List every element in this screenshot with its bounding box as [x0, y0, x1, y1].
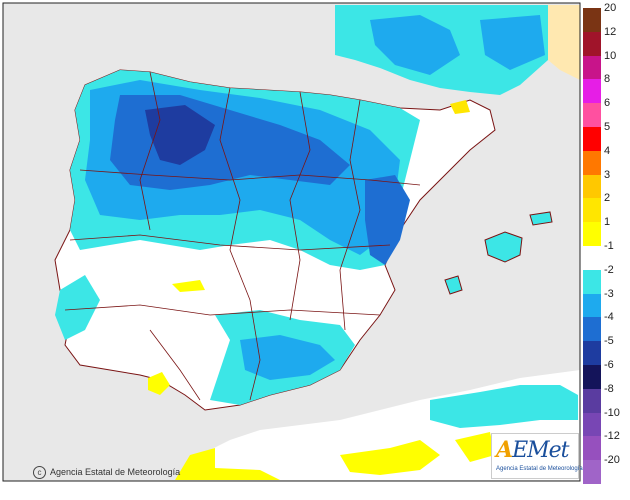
- africa-warm-east: [340, 440, 440, 475]
- southwest-warm-patch: [148, 372, 170, 395]
- legend-swatch: [583, 222, 601, 246]
- north-core-cold: [145, 105, 215, 165]
- legend-swatch: [583, 293, 601, 318]
- legend-swatch: [583, 246, 601, 270]
- legend-swatch: [583, 150, 601, 175]
- legend-swatch: [583, 8, 601, 32]
- copyright-credit: c Agencia Estatal de Meteorología: [33, 466, 180, 479]
- menorca: [529, 211, 553, 226]
- legend-swatch: [583, 198, 601, 223]
- ibiza: [444, 275, 463, 295]
- legend-label: 12: [604, 25, 617, 38]
- legend-label: -2: [604, 263, 614, 276]
- south-central-cold-deep: [240, 335, 335, 380]
- legend-swatch: [583, 341, 601, 365]
- legend-label: -5: [604, 335, 614, 348]
- logo-subtitle: Agencia Estatal de Meteorología: [496, 466, 583, 472]
- africa-warm-strip: [175, 448, 280, 480]
- legend-swatch: [583, 79, 601, 104]
- legend-label: -12: [604, 430, 620, 443]
- color-legend: 20 12 10 8 6 5 4 3 2 1 -1 -2 -3 -4 -5 -6 -8 -10 -12 -20: [583, 3, 630, 484]
- legend-label: 8: [604, 73, 611, 86]
- province-borders: [64, 71, 421, 401]
- legend-swatch: [583, 174, 601, 199]
- legend-label: -20: [604, 454, 620, 467]
- pyrenees-warm-patch: [450, 100, 470, 114]
- legend-label: 6: [604, 97, 611, 110]
- credit-text: Agencia Estatal de Meteorología: [50, 467, 181, 477]
- legend-swatch: [583, 460, 601, 484]
- legend-swatch: [583, 317, 601, 342]
- legend-label: 5: [604, 121, 611, 133]
- aemet-logo: AEMet Agencia Estatal de Meteorología: [491, 433, 583, 479]
- legend-swatch: [583, 412, 601, 437]
- legend-label: 4: [604, 144, 611, 157]
- east-coast-cold: [365, 175, 410, 265]
- legend-swatch: [583, 269, 601, 294]
- legend-swatch: [583, 103, 601, 127]
- alps-corner: [548, 5, 580, 80]
- legend-swatch: [583, 388, 601, 413]
- legend-label: 1: [604, 216, 611, 229]
- africa-warm-far-east: [455, 432, 495, 462]
- map-frame: [2, 2, 581, 482]
- legend-label: 10: [604, 49, 617, 62]
- africa-cold-patch: [430, 385, 578, 428]
- central-warm-patch: [172, 280, 205, 292]
- legend-swatch: [583, 55, 601, 80]
- france-east-patch: [480, 15, 545, 70]
- legend-label: 3: [604, 168, 611, 181]
- legend-swatch: [583, 127, 601, 151]
- legend-label: -6: [604, 359, 614, 371]
- legend-label: -8: [604, 382, 614, 395]
- legend-label: -1: [604, 240, 614, 252]
- west-coast-cold: [55, 275, 100, 340]
- legend-label: -10: [604, 406, 620, 419]
- mallorca: [484, 231, 523, 263]
- legend-label: -3: [604, 287, 614, 300]
- legend-swatch: [583, 365, 601, 389]
- legend-label: 20: [604, 2, 617, 14]
- legend-swatch: [583, 31, 601, 56]
- legend-swatch: [583, 436, 601, 461]
- france-blue-patch: [370, 15, 460, 75]
- logo-mark: AEMet: [496, 437, 570, 463]
- copyright-icon: c: [33, 466, 46, 479]
- legend-label: 2: [604, 192, 611, 205]
- legend-label: -4: [604, 311, 614, 324]
